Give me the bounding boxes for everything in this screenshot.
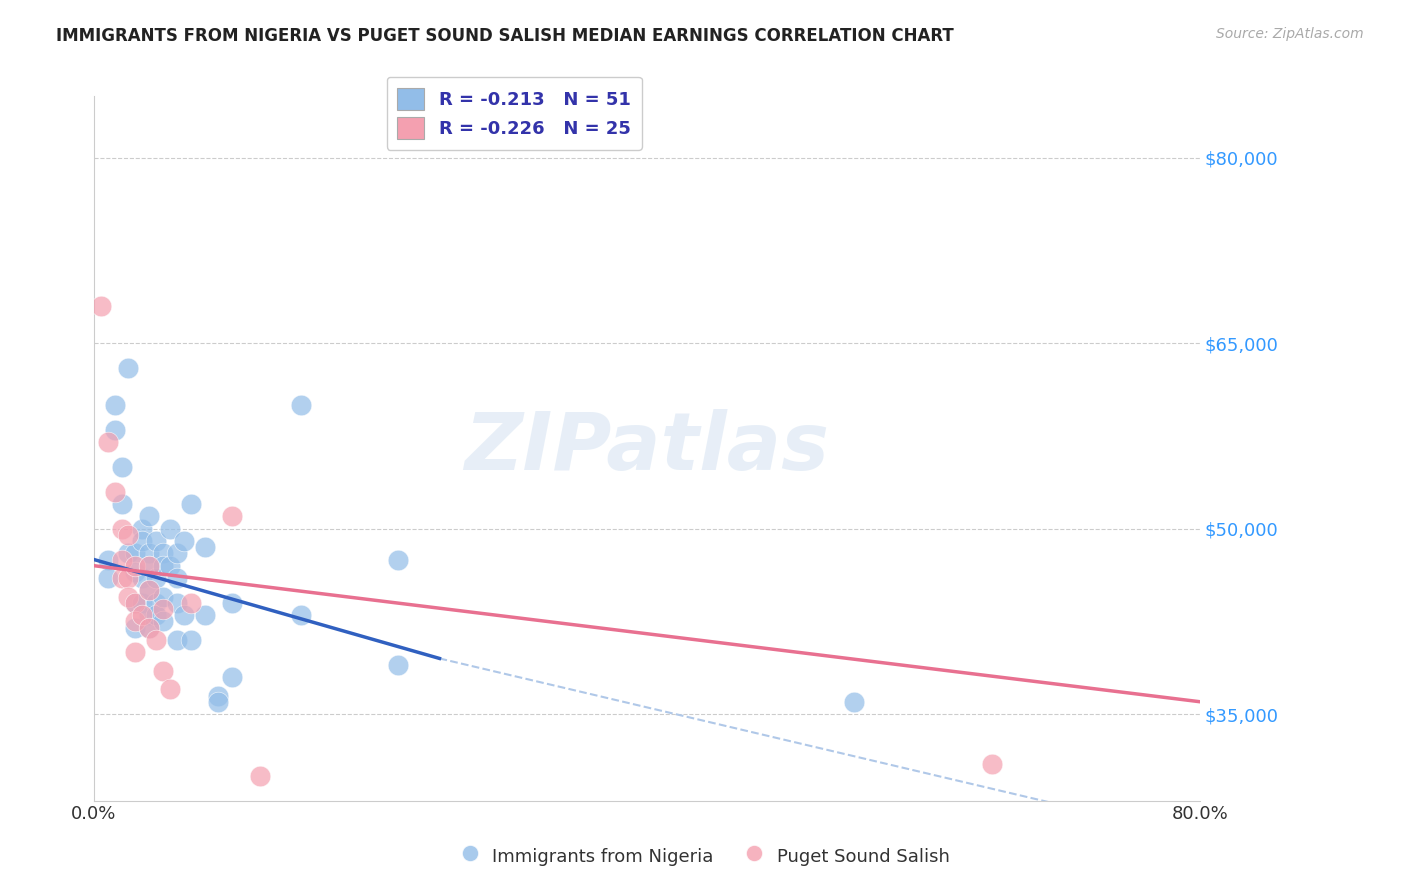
Point (193, 540, 215, 554)
Point (145, 533, 167, 548)
Point (97, 552, 120, 566)
Point (110, 459, 132, 474)
Point (138, 621, 160, 635)
Text: Source: ZipAtlas.com: Source: ZipAtlas.com (1216, 27, 1364, 41)
Point (138, 558, 160, 573)
Text: ZIPatlas: ZIPatlas (464, 409, 830, 487)
Point (152, 615, 174, 629)
Legend: Immigrants from Nigeria, Puget Sound Salish: Immigrants from Nigeria, Puget Sound Sal… (449, 838, 957, 874)
Point (145, 596, 167, 610)
Point (117, 571, 139, 585)
Point (117, 360, 139, 375)
Point (90, 299, 112, 313)
Point (159, 522, 181, 536)
Point (124, 565, 146, 579)
Point (221, 596, 243, 610)
Point (104, 484, 127, 499)
Point (110, 571, 132, 585)
Point (981, 756, 1004, 771)
Point (124, 546, 146, 560)
Point (131, 596, 153, 610)
Point (117, 528, 139, 542)
Point (290, 398, 312, 412)
Point (145, 608, 167, 623)
Point (249, 769, 271, 783)
Point (152, 602, 174, 616)
Point (159, 558, 181, 573)
Point (124, 615, 146, 629)
Point (97, 435, 120, 450)
Point (145, 632, 167, 647)
Point (207, 695, 229, 709)
Point (159, 682, 181, 697)
Point (173, 533, 195, 548)
Point (207, 689, 229, 703)
Point (180, 596, 202, 610)
Point (290, 608, 312, 623)
Point (124, 596, 146, 610)
Point (138, 583, 160, 598)
Point (180, 497, 202, 511)
Point (166, 596, 188, 610)
Point (110, 552, 132, 566)
Point (138, 546, 160, 560)
Point (152, 558, 174, 573)
Point (180, 632, 202, 647)
Point (124, 621, 146, 635)
Point (131, 522, 153, 536)
Point (110, 497, 132, 511)
Point (104, 398, 127, 412)
Point (131, 571, 153, 585)
Point (842, 695, 865, 709)
Point (97, 571, 120, 585)
Point (138, 608, 160, 623)
Point (221, 509, 243, 524)
Point (124, 596, 146, 610)
Point (152, 590, 174, 604)
Point (117, 546, 139, 560)
Point (110, 522, 132, 536)
Point (138, 583, 160, 598)
Point (124, 558, 146, 573)
Point (166, 632, 188, 647)
Point (131, 533, 153, 548)
Point (152, 664, 174, 678)
Point (138, 558, 160, 573)
Point (193, 608, 215, 623)
Point (104, 423, 127, 437)
Point (152, 546, 174, 560)
Legend: R = -0.213   N = 51, R = -0.226   N = 25: R = -0.213 N = 51, R = -0.226 N = 25 (387, 77, 641, 150)
Point (145, 571, 167, 585)
Point (387, 552, 409, 566)
Point (221, 670, 243, 684)
Point (138, 509, 160, 524)
Point (117, 590, 139, 604)
Point (138, 621, 160, 635)
Point (387, 657, 409, 672)
Point (131, 608, 153, 623)
Point (166, 571, 188, 585)
Text: IMMIGRANTS FROM NIGERIA VS PUGET SOUND SALISH MEDIAN EARNINGS CORRELATION CHART: IMMIGRANTS FROM NIGERIA VS PUGET SOUND S… (56, 27, 955, 45)
Point (124, 645, 146, 659)
Point (166, 546, 188, 560)
Point (173, 608, 195, 623)
